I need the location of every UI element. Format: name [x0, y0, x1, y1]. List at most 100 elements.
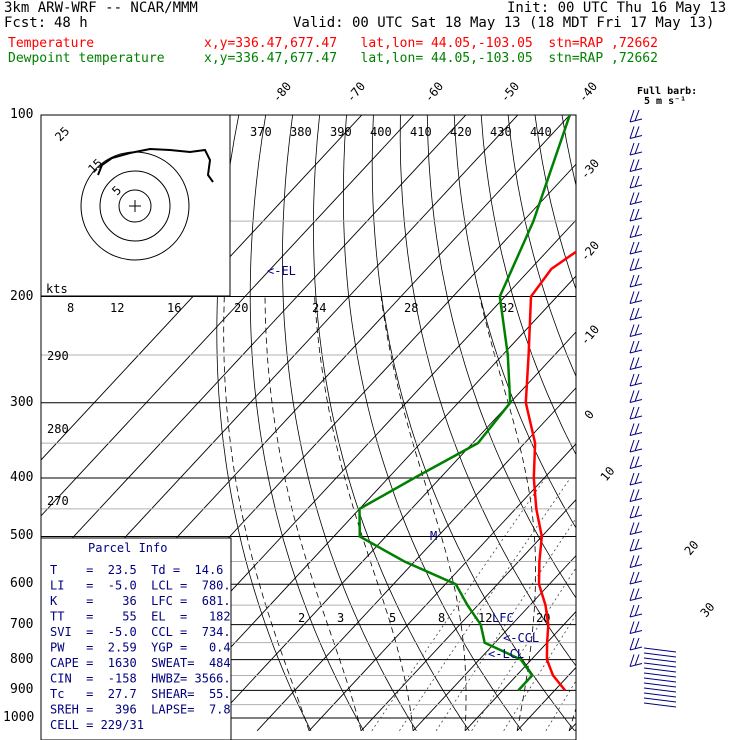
pressure-label: 1000 — [3, 710, 35, 725]
mixing-ratio-label: 20 — [234, 301, 248, 315]
wind-barb — [629, 564, 643, 568]
lcl-marker: <-LCL — [488, 647, 524, 661]
wind-barb — [643, 662, 677, 668]
dewpoint-location: x,y=336.47,677.47 lat,lon= 44.05,-103.05… — [204, 51, 658, 66]
dry-adiabat — [689, 87, 740, 730]
isotherm-label: -40 — [576, 79, 601, 105]
mixing-ratio-line — [371, 477, 546, 732]
pressure-label: 300 — [10, 394, 34, 410]
wind-barb — [634, 126, 640, 138]
wind-barb — [629, 208, 635, 222]
isotherm — [673, 87, 740, 730]
isotherm — [412, 554, 576, 732]
isotherm-label: -80 — [270, 79, 295, 105]
mixing-ratio-line — [399, 477, 571, 732]
wind-barb — [629, 274, 635, 288]
mixed-layer-marker: M — [430, 529, 437, 543]
parcel-info-title: Parcel Info — [88, 541, 167, 555]
dry-adiabat — [507, 115, 576, 378]
isotherm-label: -50 — [498, 79, 523, 105]
wind-barb — [643, 672, 677, 678]
ccl-marker: <-CCL — [503, 631, 539, 645]
theta-label: 440 — [530, 125, 552, 139]
wind-barb — [629, 588, 635, 601]
moist-adiabat — [621, 297, 740, 731]
wind-barb — [634, 571, 640, 584]
wind-barb — [629, 250, 643, 255]
wind-barb — [643, 647, 677, 653]
wind-barb — [634, 357, 640, 369]
wind-barb — [629, 571, 635, 585]
mixing-ratio-label: 12 — [478, 611, 492, 625]
mixing-ratio-line — [435, 517, 576, 732]
valid-time: Valid: 00 UTC Sat 18 May 13 (18 MDT Fri … — [293, 15, 715, 31]
isotherm — [41, 115, 467, 573]
hodograph-trace — [97, 147, 214, 183]
wind-barb — [629, 456, 635, 469]
mixing-ratio-label: 5 — [389, 611, 396, 625]
dry-adiabat — [342, 115, 523, 732]
wind-barb — [634, 258, 640, 270]
wind-barb — [629, 663, 643, 667]
wind-barb — [643, 652, 677, 658]
wind-barb — [629, 118, 643, 123]
wind-barb — [629, 406, 635, 420]
wind-barb — [629, 423, 635, 436]
init-time: Init: 00 UTC Thu 16 May 13 — [507, 0, 727, 16]
wind-barb — [634, 522, 640, 534]
mixing-ratio-label: 24 — [312, 301, 326, 315]
wind-barb — [629, 531, 643, 535]
isotherm-label: -10 — [578, 322, 603, 348]
wind-barb — [634, 307, 640, 320]
wind-barb — [629, 382, 643, 387]
wind-barb — [643, 667, 677, 673]
wind-barb — [629, 522, 635, 535]
wind-barb — [629, 258, 635, 271]
mixing-ratio-label: 32 — [500, 301, 514, 315]
theta-label: 380 — [290, 125, 312, 139]
isotherm-label: -30 — [578, 156, 603, 182]
el-marker: <-EL — [267, 264, 296, 278]
wind-barb — [629, 217, 643, 222]
wind-barb — [629, 135, 643, 139]
mixing-ratio-label: 12 — [110, 301, 124, 315]
wind-barbs — [629, 109, 677, 708]
parcel-info-row: CELL = 229/31 — [50, 718, 144, 732]
dewpoint-legend: Dewpoint temperature — [8, 51, 165, 66]
wind-barb — [629, 300, 643, 304]
wind-barb — [629, 637, 635, 651]
mixing-ratio-label: 8 — [438, 611, 445, 625]
theta-label: 420 — [450, 125, 472, 139]
dry-adiabat — [610, 87, 740, 730]
wind-barb — [634, 373, 640, 386]
moist-adiabat — [380, 296, 467, 731]
forecast-label: Fcst: — [4, 15, 47, 31]
wind-barb — [629, 267, 643, 271]
isotherm — [464, 610, 576, 732]
dry-adiabat — [663, 87, 740, 730]
hodograph-ring — [99, 170, 171, 242]
temperature-location: x,y=336.47,677.47 lat,lon= 44.05,-103.05… — [204, 36, 658, 51]
wind-barb — [629, 126, 635, 139]
wind-barb — [634, 274, 640, 287]
pressure-label: 800 — [10, 651, 34, 667]
isotherm-label: -20 — [578, 238, 603, 264]
wind-barb — [634, 208, 640, 221]
wind-barb — [629, 604, 635, 618]
wind-barb — [643, 677, 677, 683]
wind-barb — [634, 324, 640, 336]
isotherm-label: 10 — [598, 464, 618, 484]
wind-barb — [629, 340, 635, 354]
wind-barb — [629, 514, 643, 519]
wind-barb — [634, 505, 640, 518]
moist-adiabat — [314, 296, 414, 731]
theta-left-label: 280 — [47, 422, 69, 436]
wind-barb — [634, 489, 640, 501]
hodograph-units: kts — [46, 282, 68, 296]
wind-barb — [634, 159, 640, 171]
wind-barb — [629, 630, 643, 634]
wind-barb — [629, 184, 643, 189]
wind-barb — [634, 390, 640, 402]
wind-barb — [634, 538, 640, 551]
